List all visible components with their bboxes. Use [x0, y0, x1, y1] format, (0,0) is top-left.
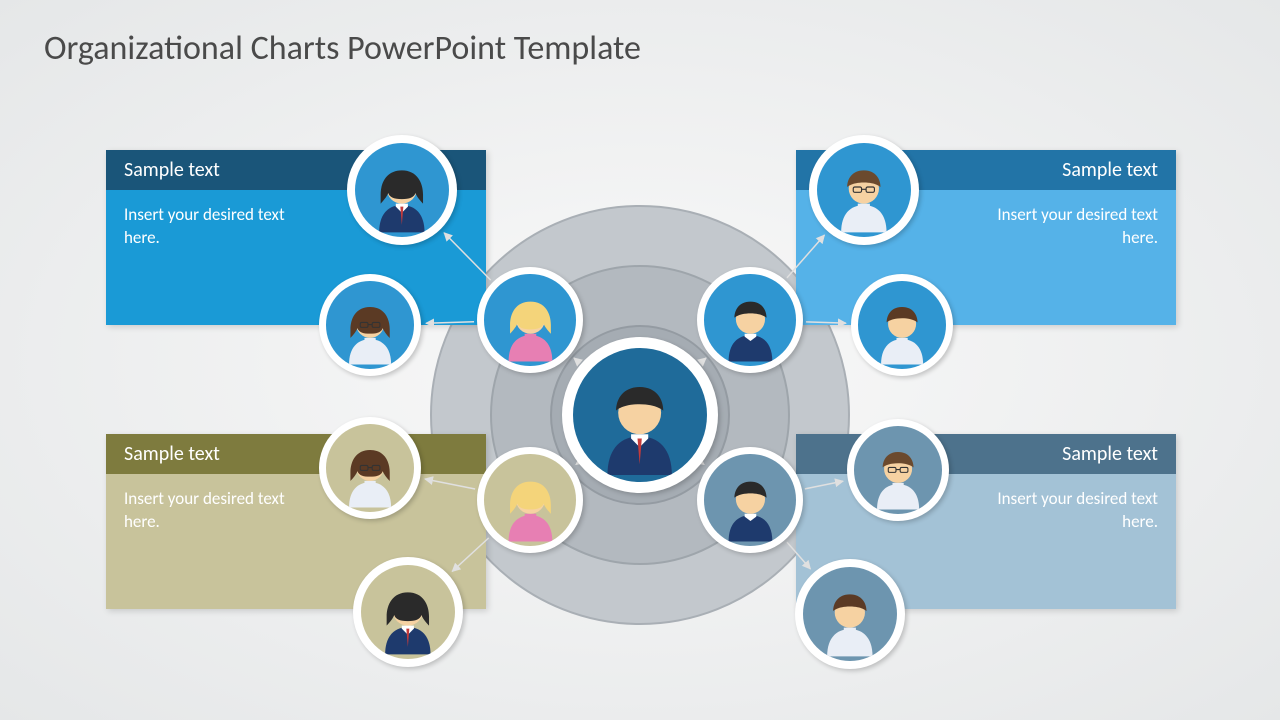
- person-icon: [803, 567, 898, 662]
- person-icon: [361, 565, 456, 660]
- card-title: Sample text: [1062, 442, 1158, 466]
- card-text: Insert your desired text here.: [124, 488, 304, 534]
- person-icon: [858, 281, 946, 369]
- card-title: Sample text: [124, 158, 220, 182]
- person-icon: [326, 281, 414, 369]
- avatar-node: [809, 135, 919, 245]
- person-icon: [704, 274, 795, 365]
- card-text: Insert your desired text here.: [124, 204, 304, 250]
- person-icon: [484, 274, 575, 365]
- person-icon: [484, 454, 575, 545]
- avatar-node: [697, 267, 803, 373]
- person-icon: [854, 426, 942, 514]
- center-avatar: [562, 337, 718, 493]
- org-chart-canvas: Sample text Insert your desired text her…: [0, 0, 1280, 720]
- avatar-node: [319, 417, 421, 519]
- avatar-node: [477, 447, 583, 553]
- person-icon: [326, 424, 414, 512]
- card-title: Sample text: [1062, 158, 1158, 182]
- avatar-node: [697, 447, 803, 553]
- person-icon: [355, 143, 450, 238]
- avatar-node: [847, 419, 949, 521]
- person-icon: [704, 454, 795, 545]
- avatar-node: [347, 135, 457, 245]
- card-text: Insert your desired text here.: [978, 488, 1158, 534]
- avatar-icon: [573, 348, 707, 482]
- card-title: Sample text: [124, 442, 220, 466]
- avatar-node: [851, 274, 953, 376]
- person-icon: [817, 143, 912, 238]
- avatar-node: [477, 267, 583, 373]
- avatar-node: [319, 274, 421, 376]
- card-header: Sample text: [106, 434, 486, 474]
- avatar-node: [353, 557, 463, 667]
- card-text: Insert your desired text here.: [978, 204, 1158, 250]
- avatar-node: [795, 559, 905, 669]
